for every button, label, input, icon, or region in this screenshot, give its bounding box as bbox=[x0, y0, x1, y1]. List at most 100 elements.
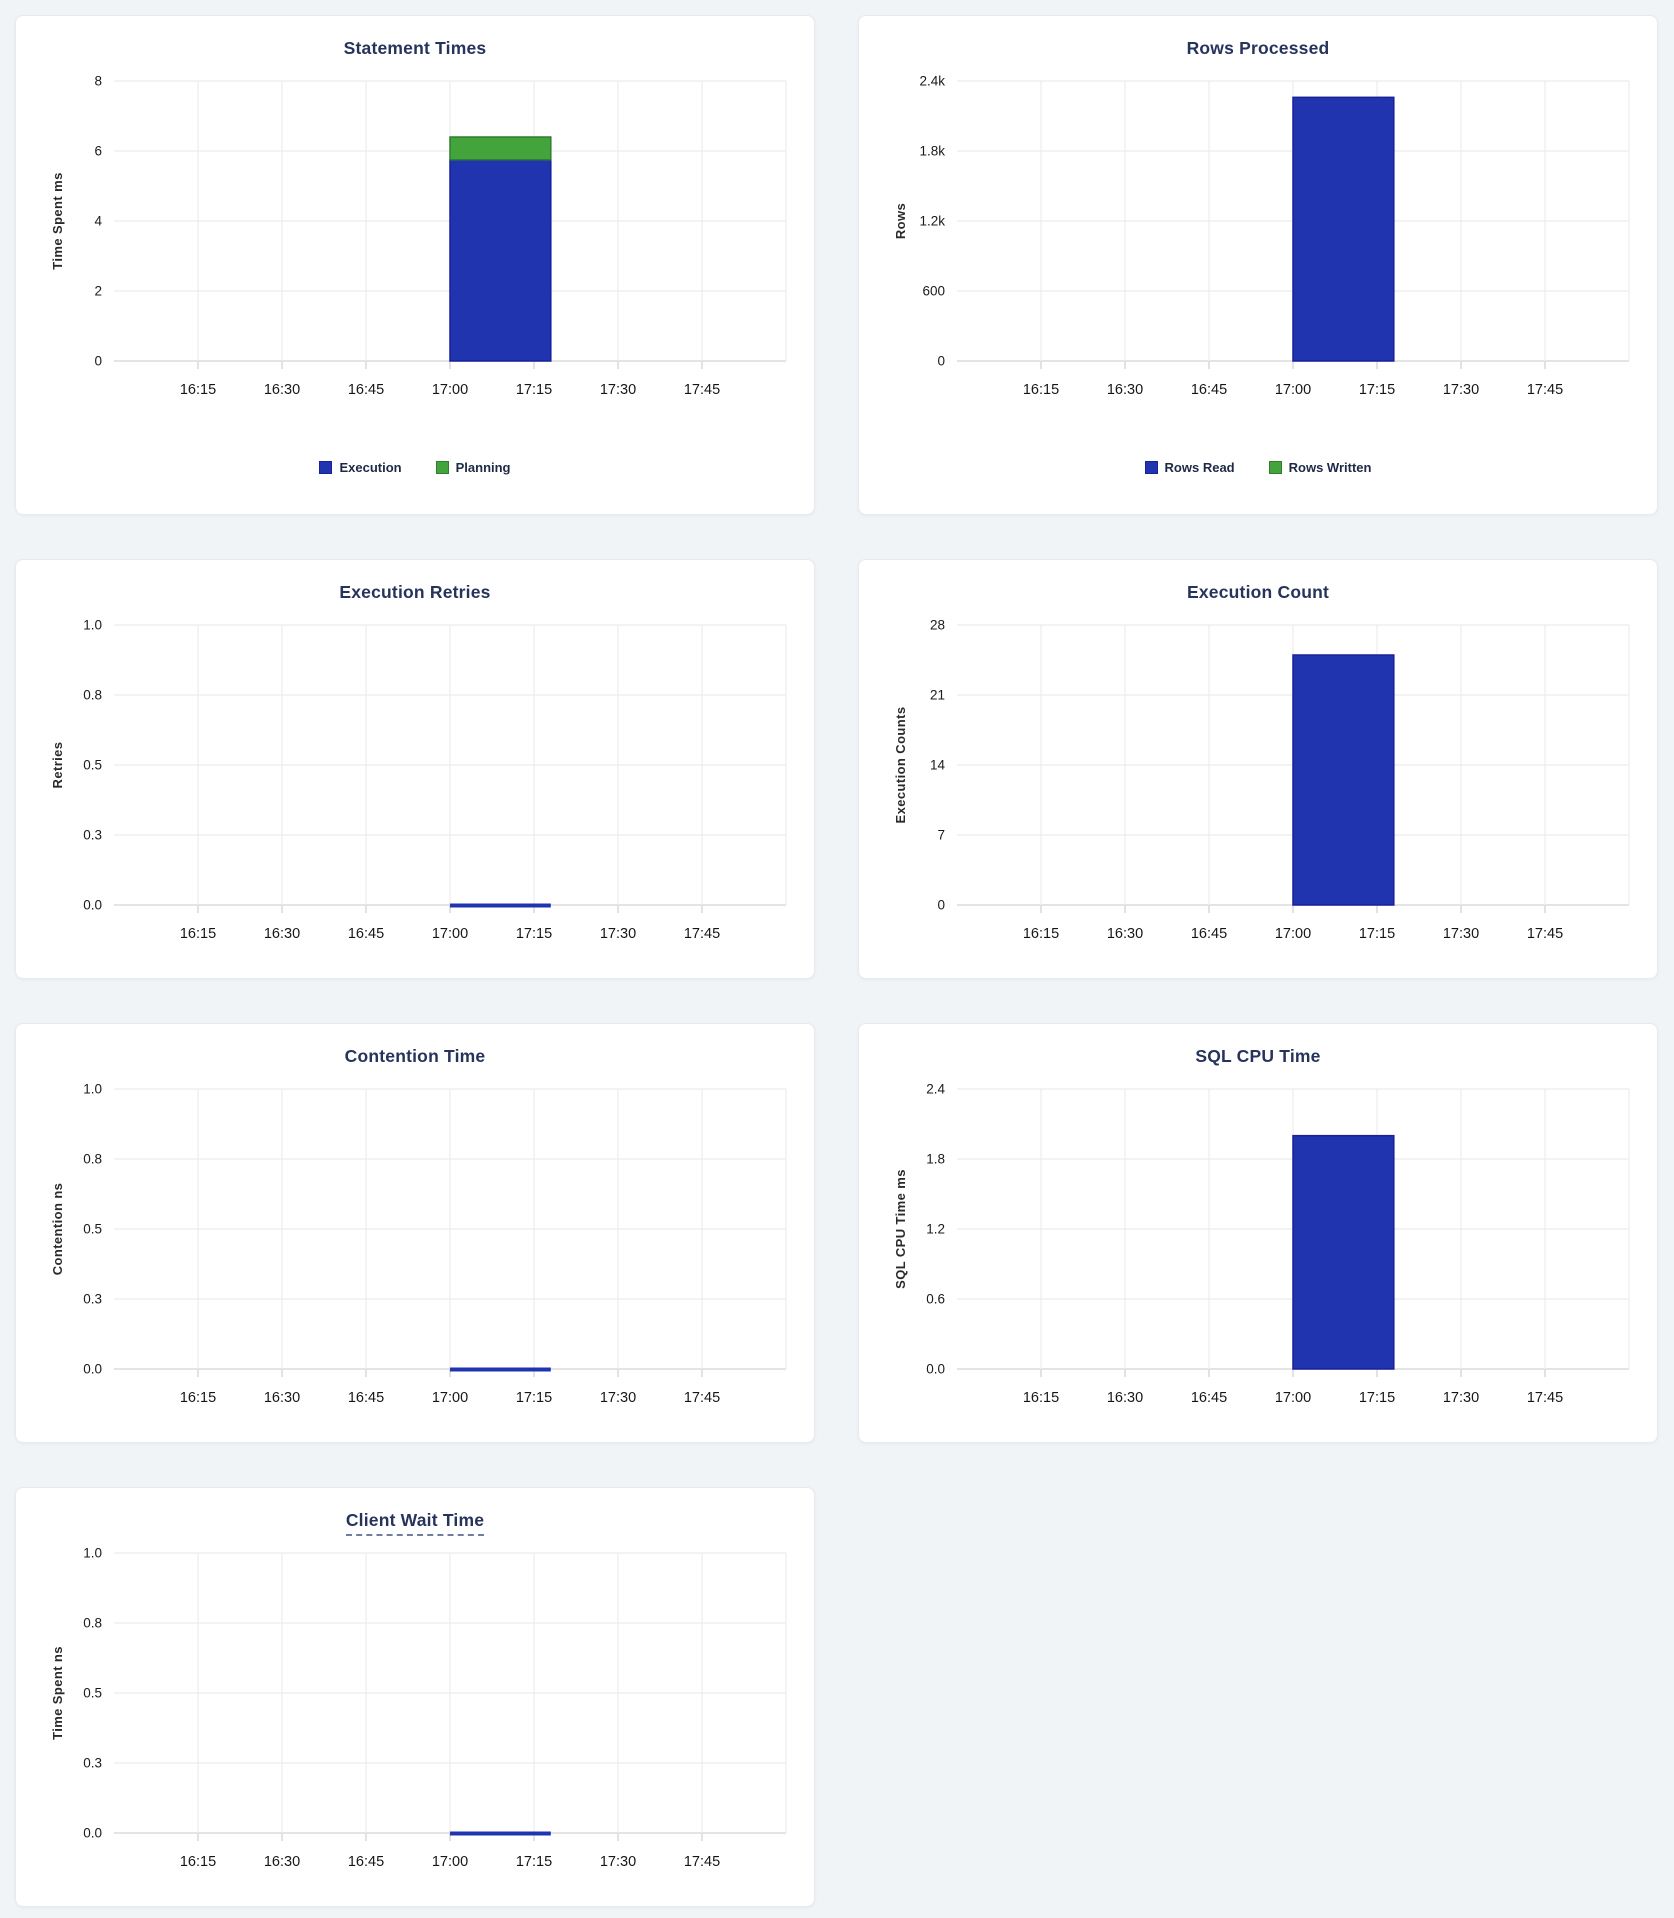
y-tick-label: 0.5 bbox=[83, 758, 102, 773]
legend-item-rows-written[interactable]: Rows Written bbox=[1268, 460, 1372, 475]
x-tick-label: 16:30 bbox=[264, 382, 300, 398]
x-tick-label: 17:15 bbox=[1359, 1390, 1395, 1406]
x-tick-label: 17:00 bbox=[1275, 382, 1311, 398]
bar-rows-read[interactable] bbox=[1292, 96, 1395, 362]
x-tick-label: 17:00 bbox=[432, 1390, 468, 1406]
chart-title: Client Wait Time bbox=[16, 1488, 814, 1536]
y-tick-label: 14 bbox=[930, 758, 946, 773]
x-tick-label: 16:45 bbox=[1191, 382, 1227, 398]
x-tick-label: 16:15 bbox=[180, 382, 216, 398]
x-tick-label: 16:15 bbox=[180, 926, 216, 942]
x-tick-label: 16:30 bbox=[264, 1854, 300, 1870]
y-tick-label: 0.3 bbox=[83, 1292, 102, 1307]
legend-swatch-green-icon bbox=[435, 461, 449, 474]
x-tick-label: 17:45 bbox=[1527, 1390, 1563, 1406]
chart-title: Contention Time bbox=[16, 1024, 814, 1065]
y-tick-label: 1.0 bbox=[83, 1546, 102, 1561]
chart-title: Execution Retries bbox=[16, 560, 814, 601]
y-tick-label: 0 bbox=[937, 354, 945, 369]
chart-canvas: 0 2 4 6 8 16:15 16:30 16:45 17:00 17:15 17:30 17:45… bbox=[50, 74, 787, 398]
x-tick-label: 17:45 bbox=[684, 382, 720, 398]
y-tick-label: 2 bbox=[94, 284, 102, 299]
y-tick-label: 0.8 bbox=[83, 1152, 102, 1167]
zero-value-bar-contention-ns[interactable] bbox=[450, 1367, 551, 1372]
zero-value-bar-retries[interactable] bbox=[450, 903, 551, 908]
y-tick-label: 4 bbox=[94, 214, 102, 229]
chart-card-execution-retries: Execution Retries 0.0 0.3 0.5 0.8 1.0 16:15 16… bbox=[15, 559, 815, 979]
y-tick-label: 1.2k bbox=[919, 214, 945, 229]
x-tick-label: 17:15 bbox=[516, 1854, 552, 1870]
chart-title-text: Execution Retries bbox=[339, 582, 491, 602]
x-tick-label: 17:15 bbox=[516, 382, 552, 398]
x-tick-label: 17:45 bbox=[684, 1854, 720, 1870]
x-tick-label: 17:00 bbox=[432, 382, 468, 398]
chart-title-text: Execution Count bbox=[1186, 582, 1330, 602]
bar-sql-cpu-time[interactable] bbox=[1292, 1134, 1395, 1370]
x-tick-label: 16:15 bbox=[1023, 926, 1059, 942]
chart-card-client-wait-time: Client Wait Time 0.0 0.3 0.5 0.8 1.0 16:15 16:… bbox=[15, 1487, 815, 1907]
y-axis-label: Rows bbox=[893, 203, 908, 239]
chart-legend: Execution Planning bbox=[16, 460, 814, 475]
y-tick-label: 1.0 bbox=[83, 618, 102, 633]
x-tick-label: 16:45 bbox=[348, 382, 384, 398]
chart-canvas: 0 7 14 21 28 16:15 16:30 16:45 17:00 17:15 17:30 17… bbox=[893, 618, 1630, 942]
y-tick-label: 0.0 bbox=[83, 898, 102, 913]
x-tick-label: 17:15 bbox=[516, 926, 552, 942]
x-tick-label: 17:30 bbox=[600, 1390, 636, 1406]
x-tick-label: 16:30 bbox=[1107, 382, 1143, 398]
y-tick-label: 0 bbox=[94, 354, 102, 369]
y-tick-label: 2.4 bbox=[926, 1082, 945, 1097]
x-tick-label: 17:00 bbox=[432, 926, 468, 942]
y-tick-label: 0.8 bbox=[83, 688, 102, 703]
chart-canvas: 0.0 0.3 0.5 0.8 1.0 16:15 16:30 16:45 17:00 17:15… bbox=[50, 1546, 787, 1870]
y-axis-label: Time Spent ns bbox=[50, 1646, 65, 1740]
bar-execution-count[interactable] bbox=[1292, 654, 1395, 906]
chart-title: Execution Count bbox=[859, 560, 1657, 601]
y-tick-label: 0.0 bbox=[926, 1362, 945, 1377]
legend-label: Rows Written bbox=[1288, 460, 1372, 475]
x-tick-label: 17:30 bbox=[600, 382, 636, 398]
y-tick-label: 0.5 bbox=[83, 1686, 102, 1701]
legend-item-execution[interactable]: Execution bbox=[319, 460, 402, 475]
chart-title-text: Rows Processed bbox=[1186, 38, 1330, 58]
x-tick-label: 17:30 bbox=[1443, 382, 1479, 398]
x-tick-label: 16:15 bbox=[1023, 1390, 1059, 1406]
y-tick-label: 1.8k bbox=[919, 144, 945, 159]
x-tick-label: 16:30 bbox=[264, 1390, 300, 1406]
x-tick-label: 17:00 bbox=[1275, 1390, 1311, 1406]
chart-title-text: Contention Time bbox=[344, 1046, 486, 1066]
zero-value-bar-time-spent-ns[interactable] bbox=[450, 1831, 551, 1836]
x-tick-label: 17:15 bbox=[516, 1390, 552, 1406]
chart-title-text: Statement Times bbox=[343, 38, 487, 58]
x-tick-label: 16:30 bbox=[1107, 926, 1143, 942]
x-tick-label: 17:30 bbox=[1443, 1390, 1479, 1406]
x-tick-label: 16:15 bbox=[1023, 382, 1059, 398]
x-tick-label: 17:00 bbox=[432, 1854, 468, 1870]
chart-card-contention-time: Contention Time 0.0 0.3 0.5 0.8 1.0 16:15 16:3… bbox=[15, 1023, 815, 1443]
x-tick-label: 16:15 bbox=[180, 1390, 216, 1406]
bar-planning[interactable] bbox=[449, 136, 552, 161]
y-axis-label: Time Spent ms bbox=[50, 172, 65, 269]
legend-swatch-green-icon bbox=[1268, 461, 1282, 474]
x-tick-label: 16:45 bbox=[1191, 1390, 1227, 1406]
legend-label: Planning bbox=[455, 460, 511, 475]
chart-canvas: 0 600 1.2k 1.8k 2.4k 16:15 16:30 16:45 17:00 17:1… bbox=[893, 74, 1630, 398]
y-tick-label: 1.8 bbox=[926, 1152, 945, 1167]
x-tick-label: 16:45 bbox=[1191, 926, 1227, 942]
legend-item-planning[interactable]: Planning bbox=[435, 460, 511, 475]
x-tick-label: 17:15 bbox=[1359, 382, 1395, 398]
y-tick-label: 21 bbox=[930, 688, 945, 703]
chart-title-text-tooltip-trigger[interactable]: Client Wait Time bbox=[345, 1510, 485, 1536]
x-tick-label: 17:45 bbox=[1527, 926, 1563, 942]
y-tick-label: 2.4k bbox=[919, 74, 945, 89]
y-tick-label: 28 bbox=[930, 618, 945, 633]
y-tick-label: 600 bbox=[922, 284, 945, 299]
chart-card-rows-processed: Rows Processed 0 600 1.2k 1.8k 2.4k 16:15 16:3… bbox=[858, 15, 1658, 515]
y-tick-label: 0.0 bbox=[83, 1362, 102, 1377]
x-tick-label: 16:30 bbox=[264, 926, 300, 942]
legend-item-rows-read[interactable]: Rows Read bbox=[1144, 460, 1235, 475]
y-tick-label: 1.2 bbox=[926, 1222, 945, 1237]
bar-execution[interactable] bbox=[449, 159, 552, 362]
y-tick-label: 0.3 bbox=[83, 1756, 102, 1771]
